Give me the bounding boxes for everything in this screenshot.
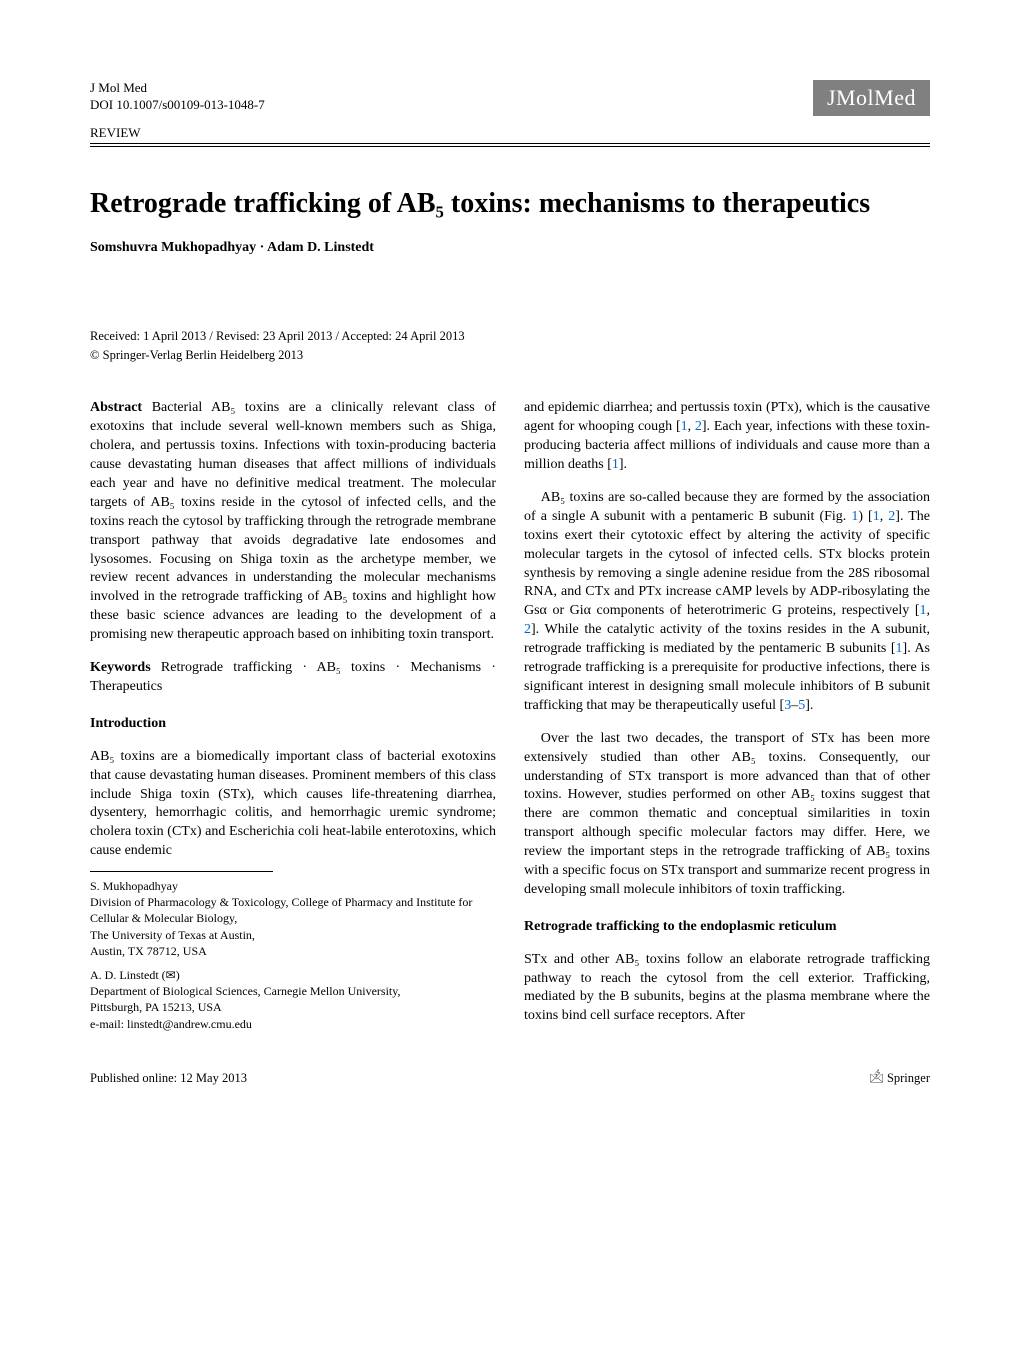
affil-email: e-mail: linstedt@andrew.cmu.edu <box>90 1016 496 1032</box>
keywords-label: Keywords <box>90 660 151 675</box>
right-column: and epidemic diarrhea; and pertussis tox… <box>524 385 930 1039</box>
abstract-text: Bacterial AB₅ toxins are a clinically re… <box>90 400 496 642</box>
left-column: Abstract Bacterial AB₅ toxins are a clin… <box>90 385 496 1039</box>
section-heading-retrograde: Retrograde trafficking to the endoplasmi… <box>524 918 930 937</box>
citation-link[interactable]: 2 <box>695 419 702 434</box>
footer: Published online: 12 May 2013 🖄 Springer <box>90 1070 930 1087</box>
corresponding-author: A. D. Linstedt (✉) <box>90 968 180 982</box>
text: , <box>688 419 695 434</box>
affil-name: S. Mukhopadhyay <box>90 878 496 894</box>
journal-info: J Mol Med DOI 10.1007/s00109-013-1048-7 <box>90 80 265 114</box>
introduction-text: AB₅ toxins are a biomedically important … <box>90 748 496 861</box>
citation-link[interactable]: 2 <box>524 622 531 637</box>
published-online: Published online: 12 May 2013 <box>90 1070 247 1087</box>
citation-link[interactable]: 1 <box>873 509 880 524</box>
citation-link[interactable]: 1 <box>896 641 903 656</box>
publisher-logo: 🖄 Springer <box>869 1070 930 1087</box>
copyright: © Springer-Verlag Berlin Heidelberg 2013 <box>90 347 930 364</box>
divider <box>90 143 930 144</box>
header: J Mol Med DOI 10.1007/s00109-013-1048-7 … <box>90 80 930 116</box>
affiliation-2: A. D. Linstedt (✉) Department of Biologi… <box>90 967 496 1032</box>
text: ]. <box>619 457 627 472</box>
keywords-text: Retrograde trafficking · AB₅ toxins · Me… <box>90 660 496 694</box>
content-columns: Abstract Bacterial AB₅ toxins are a clin… <box>90 385 930 1039</box>
citation-link[interactable]: 1 <box>920 603 927 618</box>
text: , <box>927 603 931 618</box>
text: ]. <box>805 698 813 713</box>
paragraph-4: STx and other AB₅ toxins follow an elabo… <box>524 951 930 1027</box>
section-heading-introduction: Introduction <box>90 715 496 734</box>
affil-univ: The University of Texas at Austin, <box>90 927 496 943</box>
journal-abbrev: J Mol Med <box>90 80 265 97</box>
affil-city: Austin, TX 78712, USA <box>90 943 496 959</box>
article-type-label: REVIEW <box>90 124 930 142</box>
affiliation-divider <box>90 871 273 872</box>
paragraph-2: AB₅ toxins are so-called because they ar… <box>524 489 930 716</box>
text: , <box>880 509 889 524</box>
authors: Somshuvra Mukhopadhyay · Adam D. Linsted… <box>90 239 930 258</box>
article-title: Retrograde trafficking of AB₅ toxins: me… <box>90 187 930 221</box>
affil-dept: Division of Pharmacology & Toxicology, C… <box>90 894 496 926</box>
abstract-label: Abstract <box>90 400 142 415</box>
citation-link[interactable]: 1 <box>612 457 619 472</box>
affil-name: A. D. Linstedt (✉) <box>90 967 496 983</box>
affiliations: S. Mukhopadhyay Division of Pharmacology… <box>90 878 496 1032</box>
paragraph-3: Over the last two decades, the transport… <box>524 730 930 900</box>
doi: DOI 10.1007/s00109-013-1048-7 <box>90 97 265 114</box>
affil-dept: Department of Biological Sciences, Carne… <box>90 983 496 999</box>
citation-link[interactable]: 1 <box>681 419 688 434</box>
journal-brand: JMolMed <box>813 80 930 116</box>
divider <box>90 146 930 147</box>
article-dates: Received: 1 April 2013 / Revised: 23 Apr… <box>90 328 930 345</box>
affil-city: Pittsburgh, PA 15213, USA <box>90 999 496 1015</box>
affiliation-1: S. Mukhopadhyay Division of Pharmacology… <box>90 878 496 959</box>
paragraph-1: and epidemic diarrhea; and pertussis tox… <box>524 399 930 475</box>
text: ) [ <box>858 509 872 524</box>
keywords: Keywords Retrograde trafficking · AB₅ to… <box>90 659 496 697</box>
abstract: Abstract Bacterial AB₅ toxins are a clin… <box>90 399 496 645</box>
text: ]. While the catalytic activity of the t… <box>524 622 930 656</box>
text: ]. The toxins exert their cytotoxic effe… <box>524 509 930 618</box>
